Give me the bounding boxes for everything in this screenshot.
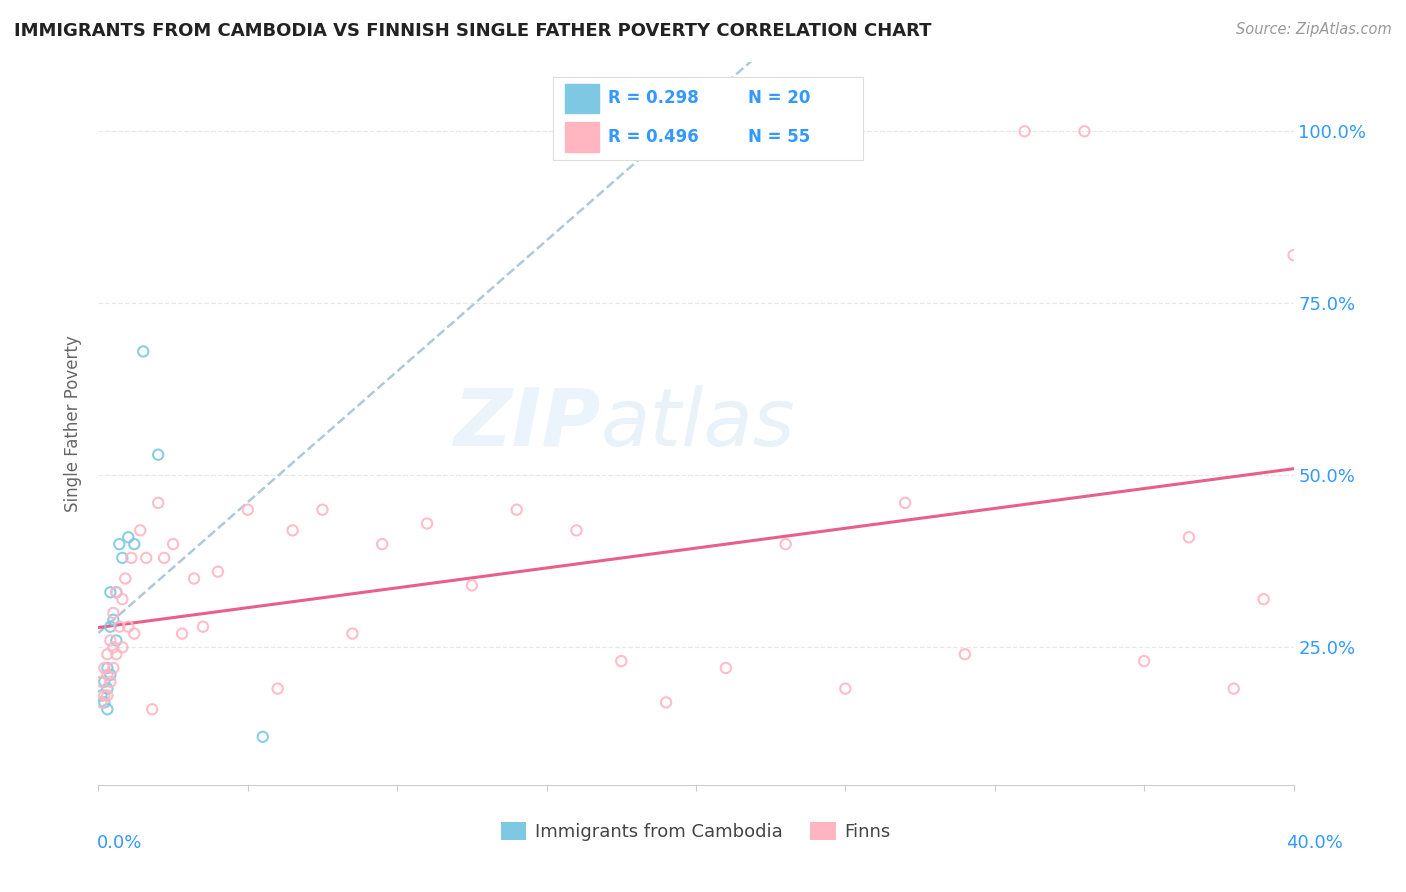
- Point: [311, 502, 333, 516]
- Point: [105, 585, 128, 599]
- Point: [207, 565, 229, 579]
- Point: [111, 592, 134, 607]
- Point: [1133, 654, 1156, 668]
- Point: [93, 661, 115, 675]
- Point: [714, 661, 737, 675]
- Point: [90, 674, 112, 689]
- Point: [124, 626, 146, 640]
- Point: [111, 640, 134, 655]
- Point: [153, 550, 176, 565]
- Point: [108, 537, 131, 551]
- Point: [141, 702, 163, 716]
- Point: [103, 613, 125, 627]
- Point: [267, 681, 290, 696]
- Point: [1178, 530, 1201, 544]
- Point: [103, 661, 125, 675]
- Point: [610, 654, 633, 668]
- Point: [105, 633, 128, 648]
- Point: [96, 647, 118, 661]
- Point: [281, 524, 304, 538]
- Text: ZIP: ZIP: [453, 384, 600, 463]
- Text: 0.0%: 0.0%: [97, 834, 142, 852]
- Point: [1073, 124, 1095, 138]
- Point: [105, 585, 128, 599]
- Point: [1282, 248, 1305, 262]
- Point: [1223, 681, 1246, 696]
- Point: [93, 695, 115, 709]
- Point: [93, 689, 115, 703]
- Point: [98, 633, 122, 648]
- Point: [96, 668, 118, 682]
- Point: [105, 647, 128, 661]
- Point: [98, 585, 122, 599]
- Point: [117, 620, 139, 634]
- Point: [834, 681, 856, 696]
- Point: [894, 496, 917, 510]
- Point: [111, 550, 134, 565]
- Point: [96, 689, 118, 703]
- Point: [172, 626, 194, 640]
- Y-axis label: Single Father Poverty: Single Father Poverty: [65, 335, 83, 512]
- Point: [98, 674, 122, 689]
- Point: [96, 681, 118, 696]
- Point: [595, 145, 617, 159]
- Legend: Immigrants from Cambodia, Finns: Immigrants from Cambodia, Finns: [494, 814, 898, 848]
- Point: [124, 537, 146, 551]
- Point: [90, 689, 112, 703]
- Point: [565, 524, 588, 538]
- Text: 40.0%: 40.0%: [1286, 834, 1343, 852]
- Point: [252, 730, 274, 744]
- Point: [98, 668, 122, 682]
- Point: [148, 496, 170, 510]
- Point: [371, 537, 394, 551]
- Text: atlas: atlas: [600, 384, 796, 463]
- Point: [103, 640, 125, 655]
- Point: [236, 502, 259, 516]
- Point: [132, 344, 155, 359]
- Point: [114, 572, 136, 586]
- Point: [1014, 124, 1036, 138]
- Point: [775, 537, 797, 551]
- Point: [120, 550, 142, 565]
- Point: [655, 695, 678, 709]
- Point: [98, 620, 122, 634]
- Point: [129, 524, 152, 538]
- Point: [93, 674, 115, 689]
- Text: IMMIGRANTS FROM CAMBODIA VS FINNISH SINGLE FATHER POVERTY CORRELATION CHART: IMMIGRANTS FROM CAMBODIA VS FINNISH SING…: [14, 22, 932, 40]
- Point: [108, 620, 131, 634]
- Point: [1253, 592, 1275, 607]
- Point: [148, 448, 170, 462]
- Point: [342, 626, 364, 640]
- Point: [135, 550, 157, 565]
- Point: [183, 572, 205, 586]
- Point: [103, 606, 125, 620]
- Point: [461, 578, 484, 592]
- Text: Source: ZipAtlas.com: Source: ZipAtlas.com: [1236, 22, 1392, 37]
- Point: [506, 502, 529, 516]
- Point: [117, 530, 139, 544]
- Point: [96, 661, 118, 675]
- Point: [191, 620, 214, 634]
- Point: [90, 695, 112, 709]
- Point: [162, 537, 184, 551]
- Point: [416, 516, 439, 531]
- Point: [96, 702, 118, 716]
- Point: [953, 647, 976, 661]
